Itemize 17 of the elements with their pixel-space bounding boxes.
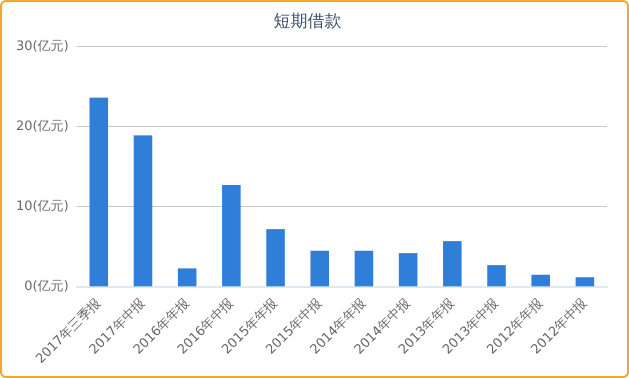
bar xyxy=(222,185,241,286)
bar xyxy=(266,229,285,286)
bar xyxy=(443,241,462,286)
bar xyxy=(310,250,330,286)
y-tick-label: 30(亿元) xyxy=(16,38,69,54)
bar xyxy=(134,135,152,286)
bar xyxy=(487,265,506,286)
bar xyxy=(90,98,108,286)
bar xyxy=(398,253,418,286)
bar xyxy=(354,250,374,286)
bar xyxy=(531,274,550,286)
chart-title: 短期借款 xyxy=(274,12,342,32)
bar xyxy=(576,277,594,286)
y-tick-label: 10(亿元) xyxy=(16,199,69,214)
y-tick-label: 20(亿元) xyxy=(16,118,69,134)
bar xyxy=(178,268,196,286)
y-tick-label: 0(亿元) xyxy=(24,279,69,294)
